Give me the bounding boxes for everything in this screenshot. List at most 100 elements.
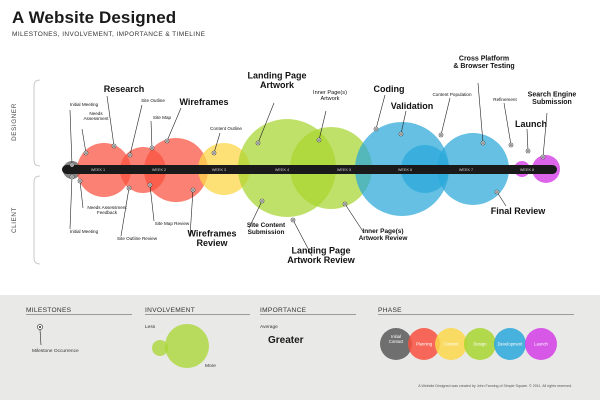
milestone-marker-icon [83,150,89,156]
milestone-label: Cross Platform & Browser Testing [453,56,514,70]
client-leader-lines [69,175,507,257]
legend-involvement-more-label: More [205,364,216,369]
week-labels: WEEK 1 WEEK 2 WEEK 3 WEEK 4 WEEK 5 WEEK … [91,168,534,172]
milestone-marker-icon [211,150,217,156]
client-axis-label: CLIENT [11,207,18,233]
milestone-label: Content Population [432,92,472,97]
milestone-marker-icon [77,178,83,184]
legend-milestone-occurrence: Milestone Occurrence [32,349,79,354]
milestone-label: Site Map [153,115,172,120]
milestone-label: Search Engine Submission [528,92,577,106]
legend-phase-content [435,328,467,360]
week-label: WEEK 3 [212,168,226,172]
milestone-marker-icon [255,140,261,146]
milestone-marker-icon [398,131,404,137]
week-label: WEEK 2 [152,168,166,172]
milestone-marker-icon [316,137,322,143]
client-bracket [33,175,41,265]
designer-bracket [33,79,41,167]
milestone-label: Final Review [491,206,547,216]
legend-importance-greater: Greater [268,335,304,346]
legend-divider [26,314,132,315]
milestone-label: Validation [391,101,434,111]
milestone-label: Initial Meeting [70,229,99,234]
milestone-marker-icon [480,140,486,146]
milestone-marker-icon [190,187,196,193]
legend-involvement-less-label: Less [145,325,156,330]
designer-milestone-markers [69,126,546,168]
milestone-marker-icon [126,185,132,191]
milestone-label: Landing Page Artwork Review [287,246,356,265]
legend-milestones-title: MILESTONES [26,307,72,314]
milestone-label: Wireframes Review [188,229,237,248]
milestone-label: Wireframes [180,97,229,107]
week-label: WEEK 1 [91,168,105,172]
milestone-label: Inner Page(s) Artwork Review [359,228,409,242]
legend-importance-title: IMPORTANCE [260,307,307,314]
milestone-marker-icon [342,201,348,207]
milestone-marker-icon [149,145,155,151]
legend-divider [378,314,574,315]
milestone-label: Site Outline Review [117,236,158,241]
legend-phase-title: PHASE [378,307,402,314]
designer-milestone-labels: Initial Meeting Needs Assessment Research… [70,56,577,131]
milestone-marker-icon [373,126,379,132]
legend-phase-design [464,328,496,360]
milestone-label: Needs Assessment Feedback [87,205,127,215]
legend-phase-initial-contact [380,328,412,360]
milestone-label: Inner Page(s) Artwork [313,90,347,102]
legend-involvement-more [165,324,209,368]
week-label: WEEK 6 [398,168,412,172]
milestone-label: Initial Meeting [70,102,99,107]
designer-leader-lines [69,82,548,166]
milestone-label: Site Content Submission [247,222,286,236]
legend-phase-launch [525,328,557,360]
milestone-marker-icon [69,174,75,180]
legend-phase-label: Planning [416,342,433,347]
milestone-marker-icon [259,198,265,204]
milestone-label: Content Outline [210,126,242,131]
legend-divider [260,314,356,315]
milestone-marker-icon [147,182,153,188]
legend-involvement-title: INVOLVEMENT [145,307,196,314]
milestone-marker-icon [525,148,531,154]
designer-axis-label: DESIGNER [11,103,18,141]
week-label: WEEK 5 [337,168,351,172]
milestone-label: Landing Page Artwork [247,71,306,90]
milestone-label: Site Map Review [155,221,190,226]
legend-importance-average: Average [260,325,278,330]
milestone-label: Site Outline [141,98,165,103]
legend-milestone-marker-icon [37,324,43,346]
page-subtitle: MILESTONES, INVOLVEMENT, IMPORTANCE & TI… [12,31,206,38]
week-label: WEEK 8 [520,168,534,172]
legend-divider [145,314,250,315]
milestone-label: Refinement [493,97,517,102]
legend-phase-planning [408,328,440,360]
legend-phase-label: Launch [534,342,548,347]
milestone-marker-icon [508,142,514,148]
milestone-marker-icon [438,132,444,138]
timeline-diagram: DESIGNER CLIENT WEEK 1 WEEK 2 WEEK 3 WEE… [11,56,577,265]
milestone-label: Research [104,84,145,94]
milestone-marker-icon [111,143,117,149]
legend-phase-label: Development [498,342,524,347]
page-title: A Website Designed [12,8,177,27]
legend-phase-label: Initial Contact [389,334,404,344]
milestone-label: Needs Assessment [83,111,109,121]
legend-phase-label: Content [444,342,460,347]
milestone-marker-icon [127,152,133,158]
milestone-label: Launch [515,119,547,129]
milestone-marker-icon [69,162,75,168]
legend-phase-development [494,328,526,360]
timeline-bar [62,165,557,174]
milestone-marker-icon [290,217,296,223]
week-label: WEEK 7 [459,168,473,172]
milestone-label: Coding [374,84,405,94]
legend-footer: Initial Contact Planning Content Design D… [0,295,600,400]
milestone-marker-icon [164,138,170,144]
milestone-marker-icon [494,189,500,195]
legend-involvement-less [152,340,168,356]
week-label: WEEK 4 [275,168,289,172]
client-milestone-labels: Initial Meeting Needs Assessment Feedback… [70,205,546,265]
credits: A Website Designed was created by John F… [418,384,572,388]
